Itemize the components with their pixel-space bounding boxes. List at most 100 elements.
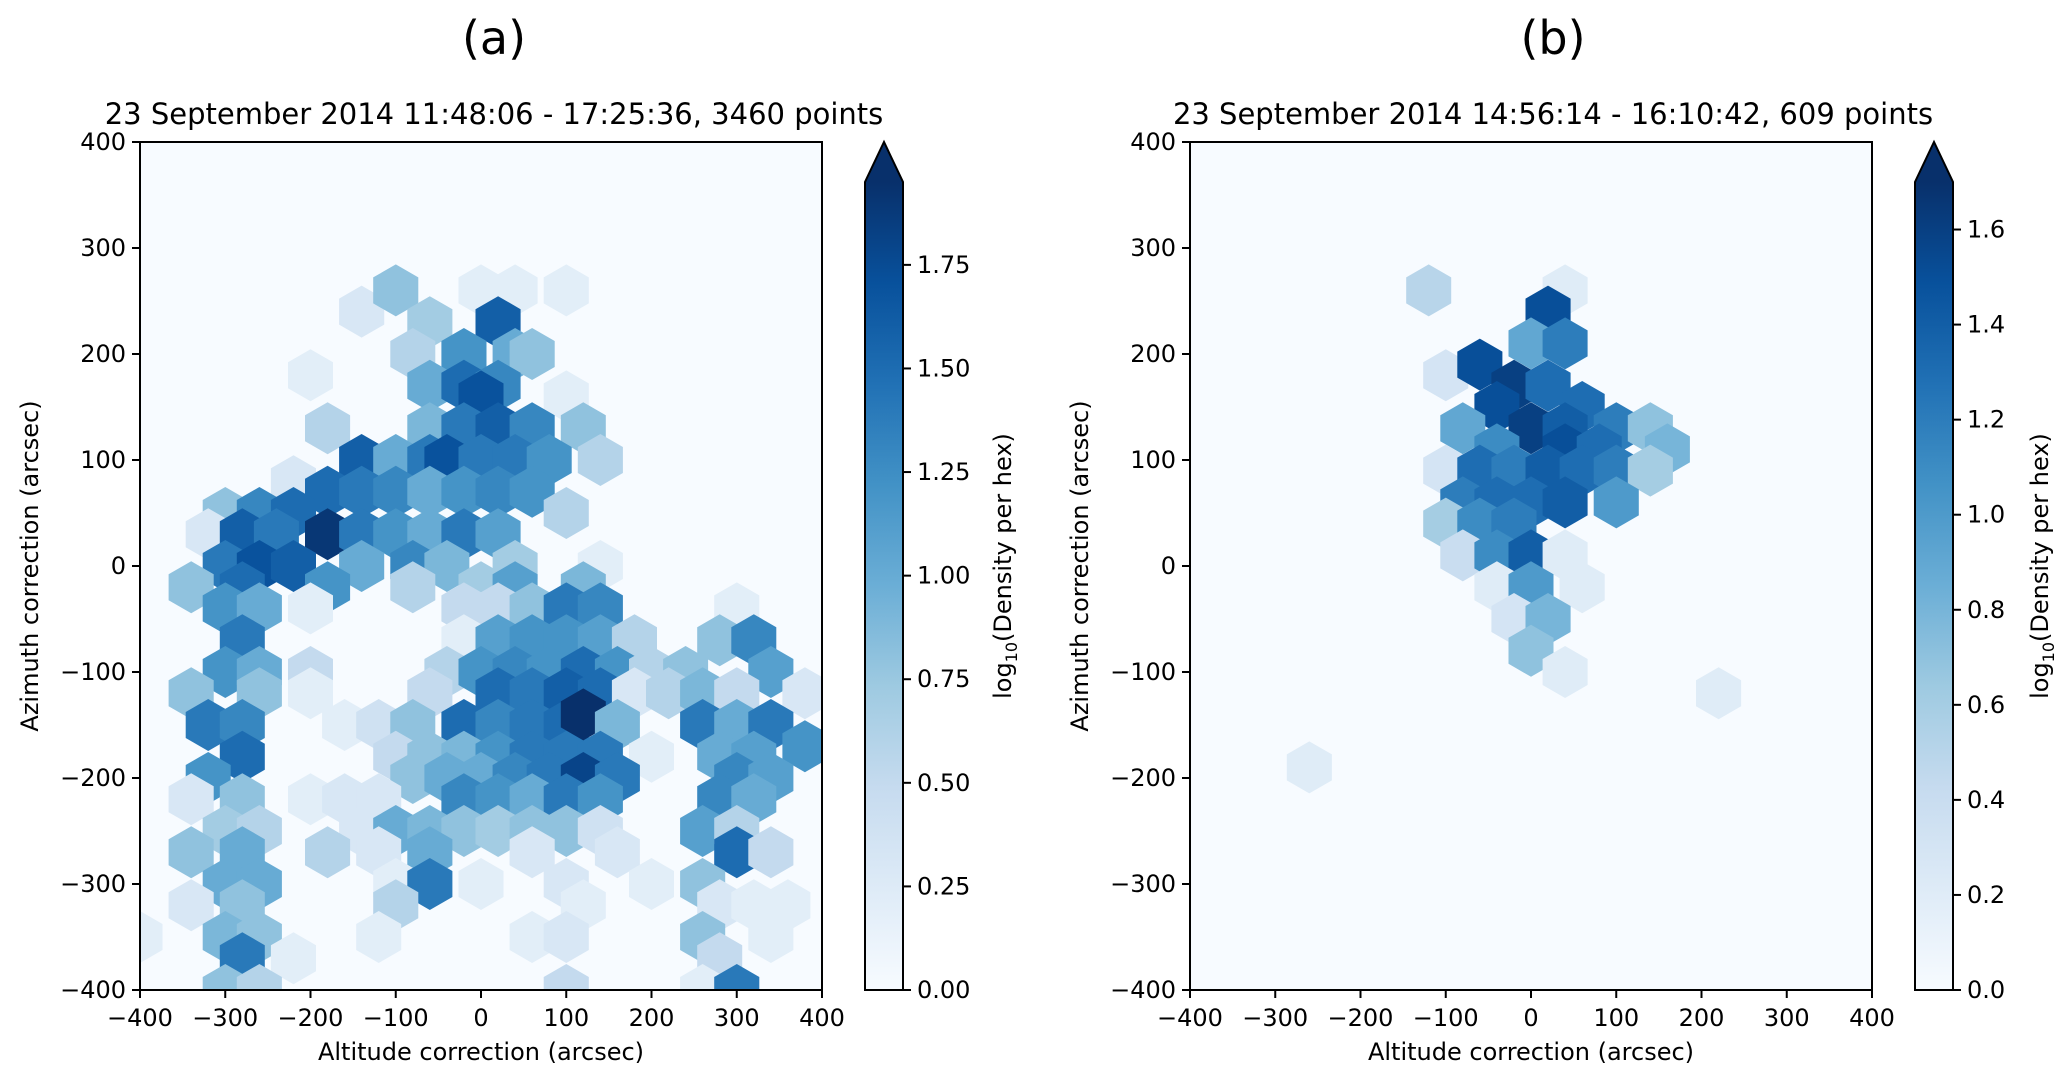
y-tick-label: −400 — [1110, 976, 1176, 1004]
panel-b-x-ticks: −400 −300 −200 −100 0 100 200 300 400 — [1157, 990, 1895, 1032]
y-tick-label: −200 — [1110, 764, 1176, 792]
colorbar-tick-label: 1.0 — [1967, 501, 2005, 529]
panel-a-colorbar-ticks: 0.00 0.25 0.50 0.75 1.00 1.25 1.50 1.75 — [903, 251, 970, 1004]
hexbin-cell — [407, 465, 453, 518]
x-tick-label: 300 — [714, 1004, 760, 1032]
hexbin-cell — [1457, 338, 1503, 391]
hexbin-cell — [202, 646, 248, 698]
hexbin-cell — [168, 561, 214, 614]
panel-a-colorbar-label: log10(Density per hex) — [989, 433, 1021, 699]
hexbin-cell — [680, 964, 726, 990]
x-tick-label: 200 — [1679, 1004, 1725, 1032]
hexbin-cell — [458, 858, 504, 910]
x-tick-label: 100 — [1593, 1004, 1639, 1032]
panel-b-colorbar-ticks: 0.0 0.2 0.4 0.6 0.8 1.0 1.2 1.4 1.6 — [1953, 216, 2005, 1004]
hexbin-cell — [270, 932, 316, 985]
colorbar-tick-label: 0.75 — [917, 665, 970, 693]
hexbin-cell — [1440, 529, 1486, 582]
colorbar-tick-label: 0.8 — [1967, 596, 2005, 624]
panel-a-title: 23 September 2014 11:48:06 - 17:25:36, 3… — [105, 97, 884, 131]
panel-a-x-axis-label: Altitude correction (arcsec) — [318, 1038, 644, 1066]
x-tick-label: −300 — [192, 1004, 258, 1032]
x-tick-label: −400 — [107, 1004, 173, 1032]
hexbin-cell — [407, 359, 453, 412]
hexbin-cell — [509, 465, 555, 518]
panel-a-colorbar-frame — [864, 139, 904, 991]
hexbin-cell — [305, 465, 351, 518]
panel-b-hexbins — [1286, 264, 1742, 794]
hexbin-cell — [475, 805, 521, 857]
x-tick-label: −100 — [1413, 1004, 1479, 1032]
hexbin-cell — [543, 487, 589, 539]
panel-b-colorbar-gradient — [1915, 182, 1953, 990]
hexbin-cell — [1286, 741, 1332, 794]
hexbin-cell — [424, 540, 470, 592]
hexbin-cell — [356, 911, 402, 963]
y-tick-label: 400 — [80, 128, 126, 156]
colorbar-tick-label: 1.2 — [1967, 406, 2005, 434]
hexbin-cell — [390, 561, 436, 614]
colorbar-tick-label: 1.50 — [917, 354, 970, 382]
hexbin-cell — [543, 264, 589, 317]
colorbar-tick-label: 1.75 — [917, 251, 970, 279]
hexbin-cell — [1508, 317, 1554, 370]
y-tick-label: 400 — [1130, 128, 1176, 156]
panel-b-x-axis-label: Altitude correction (arcsec) — [1368, 1038, 1694, 1066]
hexbin-cell — [1440, 402, 1486, 455]
hexbin-cell — [560, 688, 606, 741]
hexbin-cell — [185, 699, 231, 751]
panel-a-hexbins — [140, 264, 822, 990]
y-tick-label: 200 — [80, 340, 126, 368]
hexbin-cell — [509, 826, 555, 879]
hexbin-cell — [373, 465, 419, 518]
x-tick-label: 0 — [1523, 1004, 1538, 1032]
y-tick-label: −100 — [1110, 658, 1176, 686]
hexbin-cell — [1696, 667, 1742, 720]
panel-a-label: (a) — [462, 11, 526, 65]
hexbin-cell — [168, 879, 214, 932]
hexbin-cell — [1559, 561, 1605, 614]
hexbin-cell — [1627, 444, 1673, 497]
colorbar-tick-label: 0.0 — [1967, 976, 2005, 1004]
colorbar-tick-label: 1.25 — [917, 458, 970, 486]
hexbin-cell — [322, 699, 368, 751]
y-tick-label: −300 — [1110, 870, 1176, 898]
panel-b-colorbar-extend-arrow — [1915, 142, 1953, 182]
panel-b: (b) 23 September 2014 14:56:14 - 16:10:4… — [1066, 11, 2058, 1066]
hexbin-cell — [629, 858, 674, 910]
hexbin-cell — [288, 582, 333, 635]
hexbin-cell — [305, 826, 351, 879]
panel-a: (a) 23 September 2014 11:48:06 - 17:25:3… — [16, 11, 1021, 1066]
panel-b-label: (b) — [1520, 11, 1585, 65]
panel-a-x-ticks: −400 −300 −200 −100 0 100 200 300 400 — [107, 990, 845, 1032]
hexbin-cell — [168, 826, 214, 879]
hexbin-cell — [236, 964, 282, 990]
colorbar-tick-label: 0.6 — [1967, 691, 2005, 719]
hexbin-cell — [441, 465, 487, 518]
hexbin-cell — [1406, 264, 1452, 317]
y-tick-label: 0 — [111, 552, 126, 580]
colorbar-tick-label: 1.4 — [1967, 311, 2005, 339]
panel-b-colorbar-label: log10(Density per hex) — [2026, 433, 2058, 699]
panel-a-colorbar-gradient — [865, 182, 903, 990]
y-tick-label: 300 — [1130, 234, 1176, 262]
panel-b-colorbar-frame — [1914, 139, 1954, 991]
y-tick-label: 300 — [80, 234, 126, 262]
colorbar-tick-label: 0.00 — [917, 976, 970, 1004]
x-tick-label: −200 — [1328, 1004, 1394, 1032]
hexbin-cell — [543, 964, 589, 990]
hexbin-cell — [714, 826, 760, 879]
panel-a-colorbar-extend-arrow — [865, 142, 903, 182]
x-tick-label: −400 — [1157, 1004, 1223, 1032]
hexbin-cell — [1423, 349, 1469, 402]
colorbar-tick-label: 0.25 — [917, 872, 970, 900]
hexbin-cell — [543, 805, 589, 857]
panel-a-y-ticks: −400 −300 −200 −100 0 100 200 300 400 — [60, 128, 140, 1004]
hexbin-cell — [646, 667, 692, 720]
hexbin-cell — [509, 328, 555, 380]
hexbin-cell — [339, 465, 385, 518]
hexbin-cell — [339, 540, 385, 592]
colorbar-tick-label: 0.2 — [1967, 881, 2005, 909]
x-tick-label: −100 — [363, 1004, 429, 1032]
